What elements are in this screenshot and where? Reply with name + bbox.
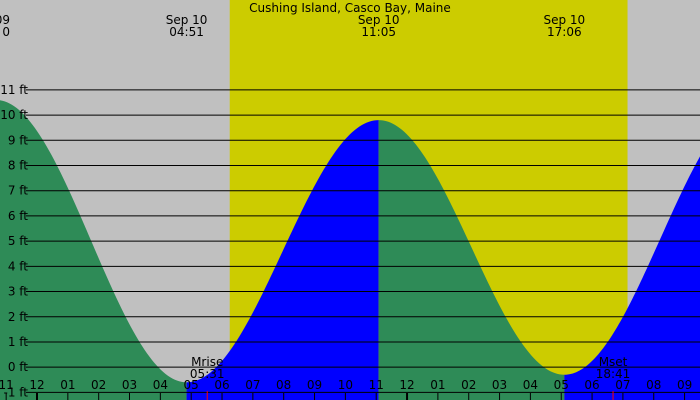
x-tick-label: 01: [430, 378, 445, 392]
x-tick-label: 11: [369, 378, 384, 392]
falling-tide-area: [378, 120, 565, 400]
moon-event-time: 05:31: [190, 367, 225, 381]
x-tick-label: 05: [554, 378, 569, 392]
x-tick-label: 05: [184, 378, 199, 392]
x-tick-label: 07: [245, 378, 260, 392]
tide-time-label: 11:05: [361, 25, 396, 39]
rising-tide-area: [564, 156, 700, 400]
x-tick-label: 12: [399, 378, 414, 392]
y-tick-label: 10 ft: [0, 108, 28, 122]
x-axis-hour-labels: 11 12 01 02 03 04 05 06 07 08 09 10 11 12 01 02 03 04 05 06…: [0, 378, 692, 400]
y-tick-label: 7 ft: [8, 184, 28, 198]
x-tick-label: 03: [492, 378, 507, 392]
y-tick-label: 0 ft: [8, 360, 28, 374]
x-tick-label: 10: [338, 378, 353, 392]
y-tick-label: 4 ft: [8, 259, 28, 273]
tide-date-label: Sep 10: [358, 13, 400, 27]
x-tick-label: 02: [91, 378, 106, 392]
x-tick-label: 11: [0, 378, 14, 392]
tide-date-label: 09: [0, 13, 10, 27]
y-tick-label: 5 ft: [8, 234, 28, 248]
y-tick-label: 9 ft: [8, 133, 28, 147]
y-tick-label: 2 ft: [8, 310, 28, 324]
tide-areas: [0, 100, 700, 400]
x-tick-label: 04: [153, 378, 168, 392]
rising-tide-area: [186, 120, 379, 400]
height-gridlines: [26, 89, 700, 393]
tide-time-label: 0: [2, 25, 10, 39]
y-tick-label: 11 ft: [0, 83, 28, 97]
y-axis-labels: 11 ft 10 ft 9 ft 8 ft 7 ft 6 ft 5 ft 4 ft 3 ft 2 …: [0, 83, 28, 400]
x-tick-label: 04: [523, 378, 538, 392]
x-tick-label: 02: [461, 378, 476, 392]
tide-date-label: Sep 10: [543, 13, 585, 27]
x-tick-label: 07: [615, 378, 630, 392]
x-tick-label: 08: [646, 378, 661, 392]
tide-date-label: Sep 10: [166, 13, 208, 27]
moon-event-label: Mset: [599, 355, 628, 369]
x-tick-label: 08: [276, 378, 291, 392]
x-tick-label: 09: [677, 378, 692, 392]
moon-event-label: Mrise: [191, 355, 223, 369]
moon-event-time: 18:41: [596, 367, 631, 381]
tide-time-label: 17:06: [547, 25, 582, 39]
y-tick-label: 8 ft: [8, 158, 28, 172]
tide-time-label: 04:51: [169, 25, 204, 39]
y-tick-label: 6 ft: [8, 209, 28, 223]
y-tick-label: 1 ft: [8, 335, 28, 349]
y-tick-label: -1 ft: [4, 385, 29, 399]
x-tick-label: 12: [29, 378, 44, 392]
x-tick-label: 01: [60, 378, 75, 392]
x-tick-label: 03: [122, 378, 137, 392]
x-tick-label: 06: [584, 378, 599, 392]
x-tick-label: 09: [307, 378, 322, 392]
chart-title: Cushing Island, Casco Bay, Maine: [249, 1, 451, 15]
falling-tide-area: [0, 100, 187, 400]
y-tick-label: 3 ft: [8, 285, 28, 299]
x-tick-label: 06: [214, 378, 229, 392]
